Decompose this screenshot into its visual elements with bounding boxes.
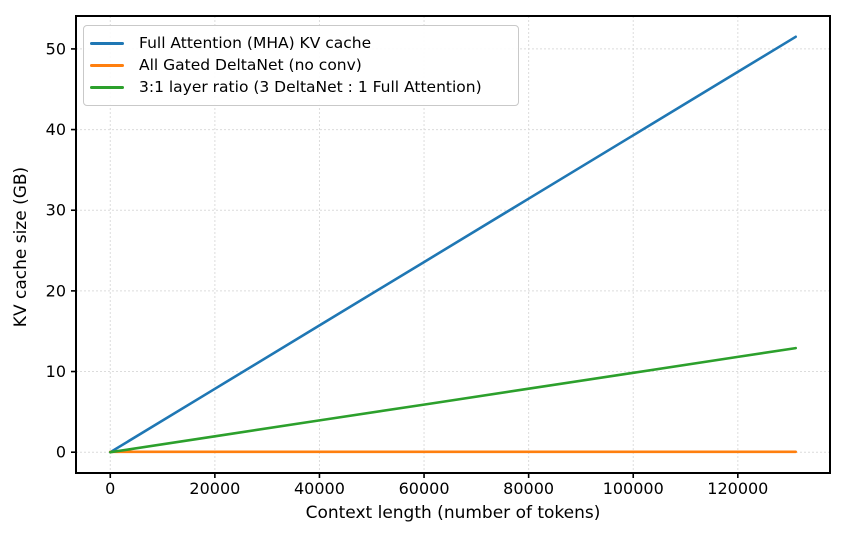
legend-item: 3:1 layer ratio (3 DeltaNet : 1 Full Att… xyxy=(90,78,510,97)
series-line-2 xyxy=(110,348,795,452)
legend-label: All Gated DeltaNet (no conv) xyxy=(139,56,362,75)
y-axis-label: KV cache size (GB) xyxy=(11,167,31,327)
x-tick-label: 120000 xyxy=(707,479,768,498)
y-tick-label: 40 xyxy=(46,120,66,139)
y-tick-label: 0 xyxy=(56,443,66,462)
x-tick-label: 20000 xyxy=(189,479,240,498)
legend-line-swatch xyxy=(90,86,124,89)
legend-line-swatch xyxy=(90,64,124,67)
y-tick-label: 30 xyxy=(46,201,66,220)
legend-item: All Gated DeltaNet (no conv) xyxy=(90,56,510,75)
x-tick-label: 100000 xyxy=(603,479,664,498)
legend-label: Full Attention (MHA) KV cache xyxy=(139,34,371,53)
y-tick-label: 10 xyxy=(46,362,66,381)
x-axis-label: Context length (number of tokens) xyxy=(306,503,601,523)
y-tick-label: 50 xyxy=(46,39,66,58)
legend-label: 3:1 layer ratio (3 DeltaNet : 1 Full Att… xyxy=(139,78,482,97)
x-tick-label: 0 xyxy=(105,479,115,498)
x-tick-label: 80000 xyxy=(503,479,554,498)
x-tick-label: 40000 xyxy=(294,479,345,498)
kv-cache-size-line-chart: 0 20000 40000 60000 80000 100000 120000 0 10 20 30… xyxy=(0,0,848,545)
y-tick-label: 20 xyxy=(46,281,66,300)
legend-item: Full Attention (MHA) KV cache xyxy=(90,34,510,53)
legend: Full Attention (MHA) KV cache All Gated D… xyxy=(83,25,519,106)
legend-line-swatch xyxy=(90,42,124,45)
x-tick-label: 60000 xyxy=(399,479,450,498)
